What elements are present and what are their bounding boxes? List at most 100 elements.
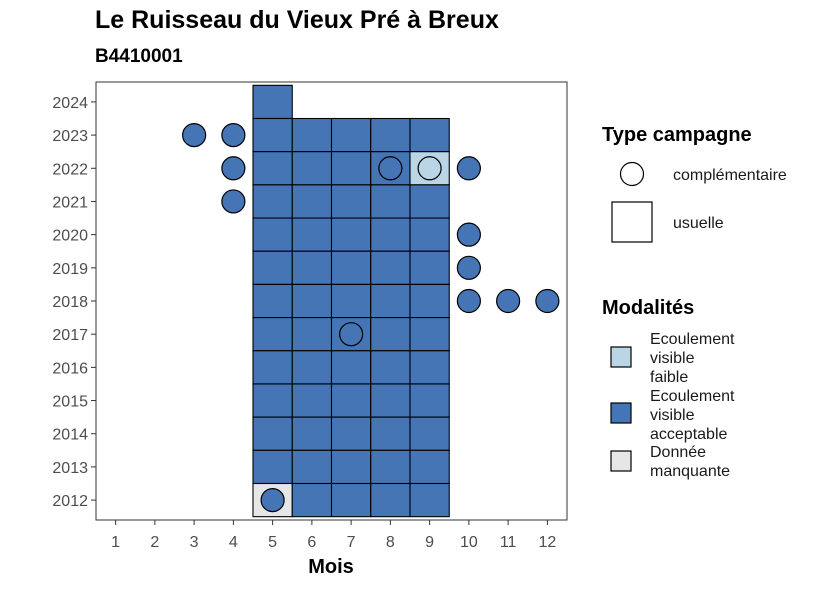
y-tick-label: 2018 [52,294,88,311]
tile-2013-5 [252,449,293,485]
tile-2016-6 [291,350,333,385]
x-tick-label: 11 [500,534,517,551]
legend-mod-title: Modalités [602,297,694,319]
point-2018-12 [535,288,560,314]
legend-label-complementaire: complémentaire [673,167,787,184]
tile-2012-7 [330,482,372,518]
legend: Type campagne complémentaire usuelle Modali… [602,124,787,480]
tile-2012-9 [409,482,450,518]
y-tick-label: 2021 [52,194,88,211]
x-tick-label: 10 [460,534,478,551]
point-2018-11 [496,288,521,314]
x-tick-label: 8 [386,534,395,551]
x-tick-label: 9 [425,534,434,551]
tile-2017-5 [252,317,293,352]
tile-2018-9 [409,283,450,319]
tile-2019-5 [252,250,293,285]
point-2022-9 [417,156,442,181]
legend-key-usuelle [611,201,653,243]
x-tick-label: 4 [229,534,238,551]
tile-2013-7 [330,449,372,485]
point-2021-4 [221,189,246,214]
chart-subtitle: B4410001 [95,46,183,67]
x-axis-title: Mois [308,556,354,578]
point-2022-8 [378,156,403,181]
tile-2013-6 [291,449,333,485]
tile-2020-6 [291,217,333,252]
tile-2015-6 [291,383,333,418]
y-tick-label: 2023 [52,128,88,145]
tile-2020-7 [330,217,372,252]
tile-2019-7 [330,250,372,285]
tile-2023-7 [330,117,372,153]
tile-2019-8 [370,250,411,285]
legend-label-acceptable: Ecoulement visible acceptable [650,388,735,443]
point-2020-10 [456,222,481,247]
tile-2023-5 [252,117,293,153]
tile-2021-5 [252,184,293,219]
tile-2017-6 [291,317,333,352]
x-tick-label: 7 [347,534,356,551]
tile-2021-9 [409,184,450,219]
tile-2021-7 [330,184,372,219]
tile-2016-9 [409,350,450,385]
tile-2012-8 [370,482,411,518]
point-2012-5 [260,487,285,513]
point-2019-10 [456,255,481,280]
tile-2022-7 [330,151,372,186]
legend-label-faible: Ecoulement visible faible [650,331,735,386]
tile-2014-5 [252,416,293,451]
tile-2022-6 [291,151,333,186]
tile-2014-9 [409,416,450,451]
tile-2020-8 [370,217,411,252]
tile-2018-7 [330,283,372,319]
tile-2013-8 [370,449,411,485]
y-tick-label: 2012 [52,493,88,510]
x-tick-label: 12 [538,534,556,551]
point-2022-4 [221,156,246,181]
x-axis: 1 2 3 4 5 6 7 8 9 10 11 12 [111,520,556,551]
tile-2020-5 [252,217,293,252]
y-tick-label: 2020 [52,228,88,245]
tile-2017-8 [370,317,411,352]
tile-2015-7 [330,383,372,418]
legend-type-title: Type campagne [602,124,752,146]
chart-title: Le Ruisseau du Vieux Pré à Breux [95,6,499,34]
tile-2019-9 [409,250,450,285]
tile-2015-5 [252,383,293,418]
tile-2021-6 [291,184,333,219]
y-tick-label: 2016 [52,360,88,377]
y-tick-label: 2022 [52,161,88,178]
tile-2019-6 [291,250,333,285]
y-axis: 2012 2013 2014 2015 2016 2017 2018 2019 2020 2021… [52,95,96,510]
y-tick-label: 2013 [52,460,88,477]
tile-2018-5 [252,283,293,319]
tile-2023-6 [291,117,333,153]
tile-2017-9 [409,317,450,352]
tile-2023-8 [370,117,411,153]
tile-2015-8 [370,383,411,418]
tile-2013-9 [409,449,450,485]
point-2023-4 [221,122,246,148]
legend-key-manquante [610,450,632,472]
tile-2015-9 [409,383,450,418]
x-tick-label: 2 [150,534,159,551]
x-tick-label: 6 [307,534,316,551]
tile-2021-8 [370,184,411,219]
tile-2014-7 [330,416,372,451]
legend-label-usuelle: usuelle [673,215,724,232]
point-2017-7 [339,322,364,347]
legend-label-manquante: Donnée manquante [650,444,730,480]
tile-2014-6 [291,416,333,451]
tile-2023-9 [409,117,450,153]
tile-2016-5 [252,350,293,385]
plot-area [95,81,568,521]
y-tick-label: 2019 [52,261,88,278]
x-tick-label: 1 [111,534,120,551]
y-tick-label: 2017 [52,327,88,344]
y-tick-label: 2024 [52,95,88,112]
tile-2016-8 [370,350,411,385]
point-2022-10 [456,156,481,181]
tile-2018-6 [291,283,333,319]
